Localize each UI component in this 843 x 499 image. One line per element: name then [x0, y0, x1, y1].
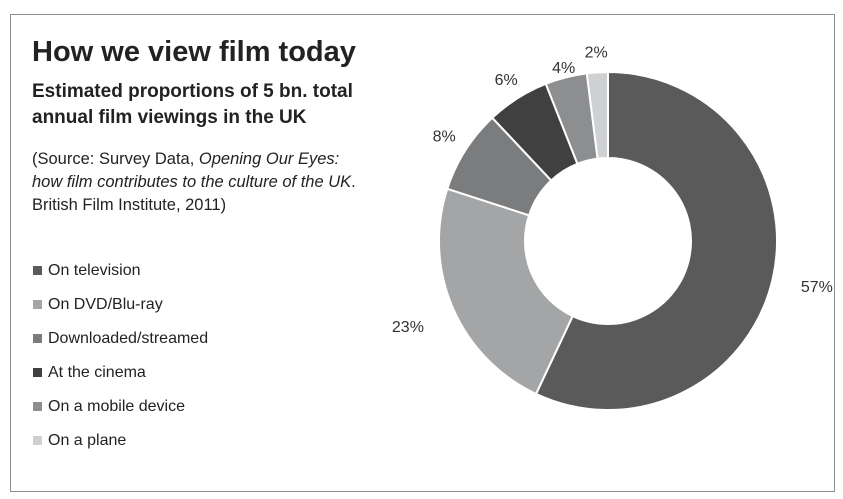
chart-title: How we view film today [32, 36, 356, 68]
legend-item: On DVD/Blu-ray [33, 296, 208, 313]
donut-slice [585, 70, 609, 160]
legend-item: Downloaded/streamed [33, 330, 208, 347]
chart-subtitle: Estimated proportions of 5 bn. total ann… [32, 81, 353, 128]
legend-item: On a plane [33, 432, 208, 449]
legend-swatch [33, 334, 42, 343]
legend-item: At the cinema [33, 364, 208, 381]
legend-label: On DVD/Blu-ray [48, 295, 163, 313]
slice-label: 4% [552, 60, 575, 77]
legend-label: On television [48, 261, 141, 279]
legend-swatch [33, 300, 42, 309]
source-prefix: (Source: Survey Data, [32, 150, 199, 168]
legend-label: At the cinema [48, 363, 146, 381]
legend-swatch [33, 368, 42, 377]
slice-label: 23% [392, 319, 424, 336]
legend-label: On a mobile device [48, 397, 185, 415]
legend-item: On a mobile device [33, 398, 208, 415]
legend-label: On a plane [48, 431, 127, 449]
legend-swatch [33, 266, 42, 275]
slice-label: 2% [585, 45, 608, 62]
legend-item: On television [33, 262, 208, 279]
legend: On television On DVD/Blu-ray Downloaded/… [33, 262, 208, 466]
source-title: Opening Our Eyes: how film contributes t… [32, 150, 352, 191]
slice-label: 57% [801, 279, 833, 296]
slice-label: 6% [495, 72, 518, 89]
slice-label: 8% [433, 128, 456, 145]
donut-slice [437, 187, 574, 396]
legend-swatch [33, 436, 42, 445]
source-note: (Source: Survey Data, Opening Our Eyes: … [32, 148, 372, 217]
donut-slice [534, 70, 778, 411]
source-suffix: . British Film Institute, 2011) [32, 173, 356, 214]
legend-label: Downloaded/streamed [48, 329, 209, 347]
legend-swatch [33, 402, 42, 411]
